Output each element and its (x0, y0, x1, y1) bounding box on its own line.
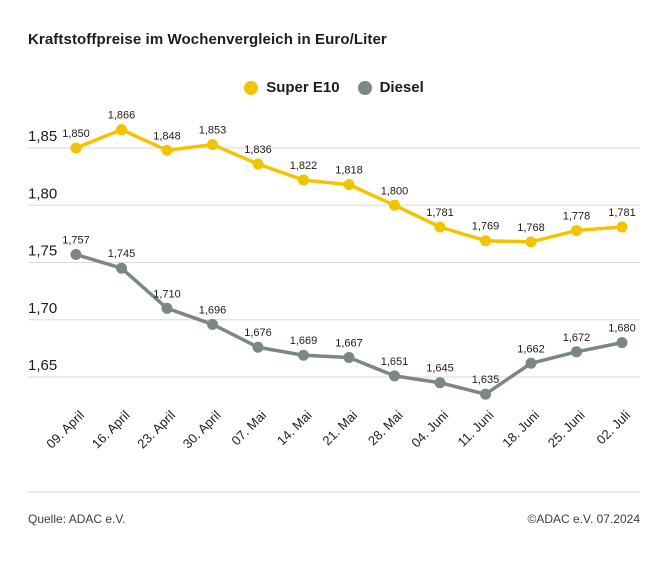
x-tick-label: 23. April (134, 407, 178, 451)
data-point-super-e10 (161, 144, 173, 156)
x-tick-label: 14. Mai (274, 407, 315, 448)
x-tick-label: 09. April (43, 407, 87, 451)
data-label-super-e10: 1,769 (472, 221, 500, 233)
legend-item-super-e10: Super E10 (244, 79, 340, 96)
data-point-diesel (70, 248, 82, 260)
data-label-diesel: 1,745 (108, 248, 136, 260)
x-tick-label: 18. Juni (499, 407, 542, 450)
data-point-super-e10 (298, 174, 309, 186)
data-label-super-e10: 1,778 (563, 210, 591, 222)
data-point-super-e10 (343, 179, 355, 191)
y-tick-label: 1,85 (28, 128, 57, 145)
data-point-super-e10 (252, 158, 264, 170)
legend-item-diesel: Diesel (357, 79, 424, 96)
data-label-diesel: 1,710 (153, 288, 181, 300)
super-e10-dot-icon (244, 80, 259, 95)
x-tick-label: 02. Juli (593, 407, 633, 447)
data-label-super-e10: 1,866 (108, 110, 136, 122)
data-label-diesel: 1,672 (563, 332, 591, 344)
data-point-diesel (525, 357, 537, 369)
data-label-diesel: 1,635 (472, 374, 500, 386)
x-tick-label: 28. Mai (365, 407, 406, 448)
data-point-diesel (389, 370, 400, 382)
data-label-super-e10: 1,781 (426, 207, 454, 219)
data-label-diesel: 1,676 (244, 327, 272, 339)
data-point-diesel (116, 262, 127, 274)
data-label-diesel: 1,669 (290, 335, 318, 347)
legend-label-super-e10: Super E10 (266, 79, 340, 96)
legend: Super E10 Diesel (0, 79, 668, 96)
y-tick-label: 1,75 (28, 243, 57, 260)
data-label-diesel: 1,757 (62, 234, 90, 246)
data-point-super-e10 (389, 199, 400, 211)
x-tick-label: 11. Juni (454, 407, 496, 449)
y-tick-label: 1,80 (28, 185, 57, 202)
data-label-diesel: 1,651 (381, 356, 409, 368)
data-point-diesel (161, 302, 173, 314)
data-point-diesel (571, 346, 582, 358)
data-point-diesel (480, 388, 491, 400)
x-tick-label: 07. Mai (228, 407, 269, 448)
data-point-diesel (434, 377, 446, 389)
data-label-super-e10: 1,853 (199, 125, 227, 137)
data-point-diesel (298, 349, 309, 361)
data-label-super-e10: 1,818 (335, 165, 363, 177)
x-tick-label: 16. April (89, 407, 133, 451)
copyright-note: ©ADAC e.V. 07.2024 (527, 512, 640, 526)
data-label-super-e10: 1,836 (244, 144, 272, 156)
y-tick-label: 1,70 (28, 300, 57, 317)
data-point-super-e10 (207, 139, 218, 151)
series-line-diesel (75, 252, 623, 396)
page-title: Kraftstoffpreise im Wochenvergleich in E… (28, 31, 387, 48)
data-label-super-e10: 1,768 (517, 222, 545, 234)
data-point-diesel (252, 341, 264, 353)
x-tick-label: 30. April (180, 407, 224, 451)
data-label-diesel: 1,667 (335, 338, 363, 350)
data-label-super-e10: 1,822 (290, 160, 318, 172)
data-point-super-e10 (525, 236, 537, 248)
x-tick-label: 04. Juni (408, 407, 451, 450)
data-label-super-e10: 1,850 (62, 128, 90, 140)
data-label-diesel: 1,645 (426, 363, 454, 375)
legend-label-diesel: Diesel (379, 79, 424, 96)
x-tick-label: 21. Mai (319, 407, 360, 448)
data-point-diesel (343, 352, 355, 364)
data-label-super-e10: 1,781 (608, 207, 636, 219)
y-tick-label: 1,65 (28, 357, 57, 374)
data-point-super-e10 (434, 221, 446, 233)
diesel-dot-icon (357, 80, 372, 95)
data-point-super-e10 (571, 224, 582, 236)
data-point-super-e10 (480, 235, 491, 247)
data-label-super-e10: 1,800 (381, 185, 409, 197)
x-tick-label: 25. Juni (545, 407, 588, 450)
data-point-super-e10 (116, 124, 127, 136)
data-point-super-e10 (70, 142, 82, 154)
data-label-super-e10: 1,848 (153, 130, 181, 142)
data-label-diesel: 1,696 (199, 304, 227, 316)
data-label-diesel: 1,662 (517, 343, 545, 355)
source-note: Quelle: ADAC e.V. (28, 512, 126, 526)
data-point-super-e10 (616, 221, 628, 233)
data-point-diesel (616, 337, 628, 349)
data-point-diesel (207, 318, 218, 330)
data-label-diesel: 1,680 (608, 323, 636, 335)
